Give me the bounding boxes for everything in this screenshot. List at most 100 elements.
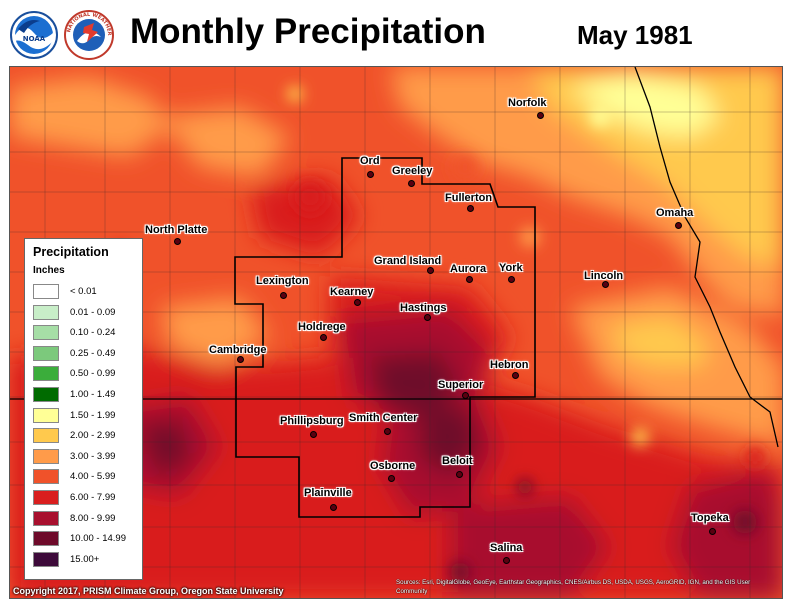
city-label-osborne: Osborne: [370, 460, 416, 472]
city-dot-norfolk: [537, 112, 544, 119]
map-period: May 1981: [577, 20, 693, 50]
city-label-aurora: Aurora: [450, 263, 487, 275]
city-dot-omaha: [675, 222, 682, 229]
city-label-hastings: Hastings: [400, 302, 447, 314]
city-dot-ord: [367, 171, 374, 178]
state-boundary-missouri-river: [634, 67, 779, 448]
city-dot-smith-center: [384, 428, 391, 435]
legend-row: 2.00 - 2.99: [33, 428, 141, 445]
city-dot-beloit: [456, 471, 463, 478]
city-label-phillipsburg: Phillipsburg: [280, 415, 344, 427]
legend-row: 0.01 - 0.09: [33, 304, 141, 322]
city-dot-fullerton: [467, 205, 474, 212]
city-label-smith-center: Smith Center: [349, 412, 418, 424]
city-dot-lincoln: [602, 281, 609, 288]
city-dot-lexington: [280, 292, 287, 299]
city-label-kearney: Kearney: [330, 286, 374, 298]
city-label-norfolk: Norfolk: [508, 97, 547, 109]
city-dot-kearney: [354, 299, 361, 306]
city-dot-salina: [503, 557, 510, 564]
legend-swatch: [33, 428, 59, 444]
city-label-lincoln: Lincoln: [584, 270, 624, 282]
legend-row: 8.00 - 9.99: [33, 510, 141, 528]
legend-label: 15.00+: [70, 553, 100, 565]
legend-label: 1.50 - 1.99: [70, 409, 116, 421]
city-label-beloit: Beloit: [442, 455, 473, 467]
legend-swatch: [33, 551, 59, 567]
legend-row: 3.00 - 3.99: [33, 448, 141, 466]
legend-label: 3.00 - 3.99: [70, 450, 116, 462]
city-label-grand-island: Grand Island: [374, 255, 442, 267]
legend-label: 1.00 - 1.49: [70, 389, 116, 400]
city-label-salina: Salina: [490, 542, 523, 554]
legend-row: 0.50 - 0.99: [33, 366, 141, 383]
legend-swatch: [33, 345, 59, 361]
noaa-logo-icon: NOAA: [10, 11, 58, 59]
header: NOAA NATIONAL WEATHER SERVICE Monthly Pr…: [0, 0, 792, 64]
precipitation-map-canvas: [10, 67, 782, 598]
city-dot-grand-island: [427, 267, 434, 274]
city-label-plainville: Plainville: [304, 487, 352, 499]
city-dot-greeley: [408, 180, 415, 187]
legend-row: 4.00 - 5.99: [33, 469, 141, 486]
city-label-cambridge: Cambridge: [209, 344, 267, 356]
forecast-area-outline: [234, 157, 536, 518]
city-dot-north-platte: [174, 238, 181, 245]
national-weather-service-logo-icon: NATIONAL WEATHER SERVICE: [64, 10, 114, 60]
city-label-lexington: Lexington: [256, 275, 309, 287]
precipitation-map[interactable]: Ord Greeley Norfolk Fullerton North Plat…: [9, 66, 783, 599]
city-dot-aurora: [466, 276, 473, 283]
map-title: Monthly Precipitation: [130, 12, 486, 51]
city-label-ord: Ord: [360, 155, 380, 167]
legend-units: Inches: [33, 265, 65, 276]
city-label-greeley: Greeley: [392, 165, 433, 177]
city-dot-plainville: [330, 504, 337, 511]
legend-label: 0.01 - 0.09: [70, 306, 116, 318]
legend: Precipitation Inches < 0.01 0.01 - 0.09 0.…: [24, 238, 143, 580]
city-label-hebron: Hebron: [490, 359, 529, 371]
svg-text:NOAA: NOAA: [23, 35, 46, 43]
copyright-text: Copyright 2017, PRISM Climate Group, Ore…: [13, 586, 284, 596]
city-dot-hastings: [424, 314, 431, 321]
map-sources-attribution: Sources: Esri, DigitalGlobe, GeoEye, Ear…: [396, 579, 751, 595]
legend-swatch: [33, 387, 59, 402]
legend-swatch: [33, 469, 59, 485]
city-label-topeka: Topeka: [691, 512, 729, 524]
city-dot-osborne: [388, 475, 395, 482]
legend-label: 10.00 - 14.99: [70, 533, 126, 545]
legend-row: 6.00 - 7.99: [33, 490, 141, 507]
city-label-north-platte: North Platte: [145, 224, 208, 236]
legend-row: 1.50 - 1.99: [33, 407, 141, 425]
legend-swatch: [33, 304, 59, 320]
legend-swatch: [33, 490, 59, 505]
city-dot-holdrege: [320, 334, 327, 341]
city-dot-hebron: [512, 372, 519, 379]
legend-label: 8.00 - 9.99: [70, 512, 116, 524]
city-label-fullerton: Fullerton: [445, 192, 493, 204]
legend-label: 0.25 - 0.49: [70, 347, 116, 359]
city-label-york: York: [499, 262, 523, 274]
legend-row: 0.10 - 0.24: [33, 325, 141, 342]
legend-swatch: [33, 448, 59, 464]
legend-label: 0.50 - 0.99: [70, 368, 116, 380]
legend-row: 10.00 - 14.99: [33, 531, 141, 548]
legend-label: < 0.01: [70, 286, 97, 297]
legend-swatch: [33, 325, 59, 341]
legend-row: 15.00+: [33, 551, 141, 569]
city-label-omaha: Omaha: [656, 207, 694, 219]
legend-row: 0.25 - 0.49: [33, 345, 141, 363]
legend-row: 1.00 - 1.49: [33, 387, 141, 404]
legend-swatch: [33, 531, 59, 547]
legend-swatch: [33, 284, 59, 299]
city-dot-york: [508, 276, 515, 283]
legend-label: 2.00 - 2.99: [70, 430, 116, 442]
city-dot-cambridge: [237, 356, 244, 363]
city-label-holdrege: Holdrege: [298, 321, 346, 333]
legend-swatch: [33, 510, 59, 526]
legend-title: Precipitation: [33, 245, 109, 259]
legend-label: 6.00 - 7.99: [70, 492, 116, 503]
legend-swatch: [33, 407, 59, 423]
city-dot-topeka: [709, 528, 716, 535]
legend-row: < 0.01: [33, 284, 141, 301]
city-dot-superior: [462, 392, 469, 399]
